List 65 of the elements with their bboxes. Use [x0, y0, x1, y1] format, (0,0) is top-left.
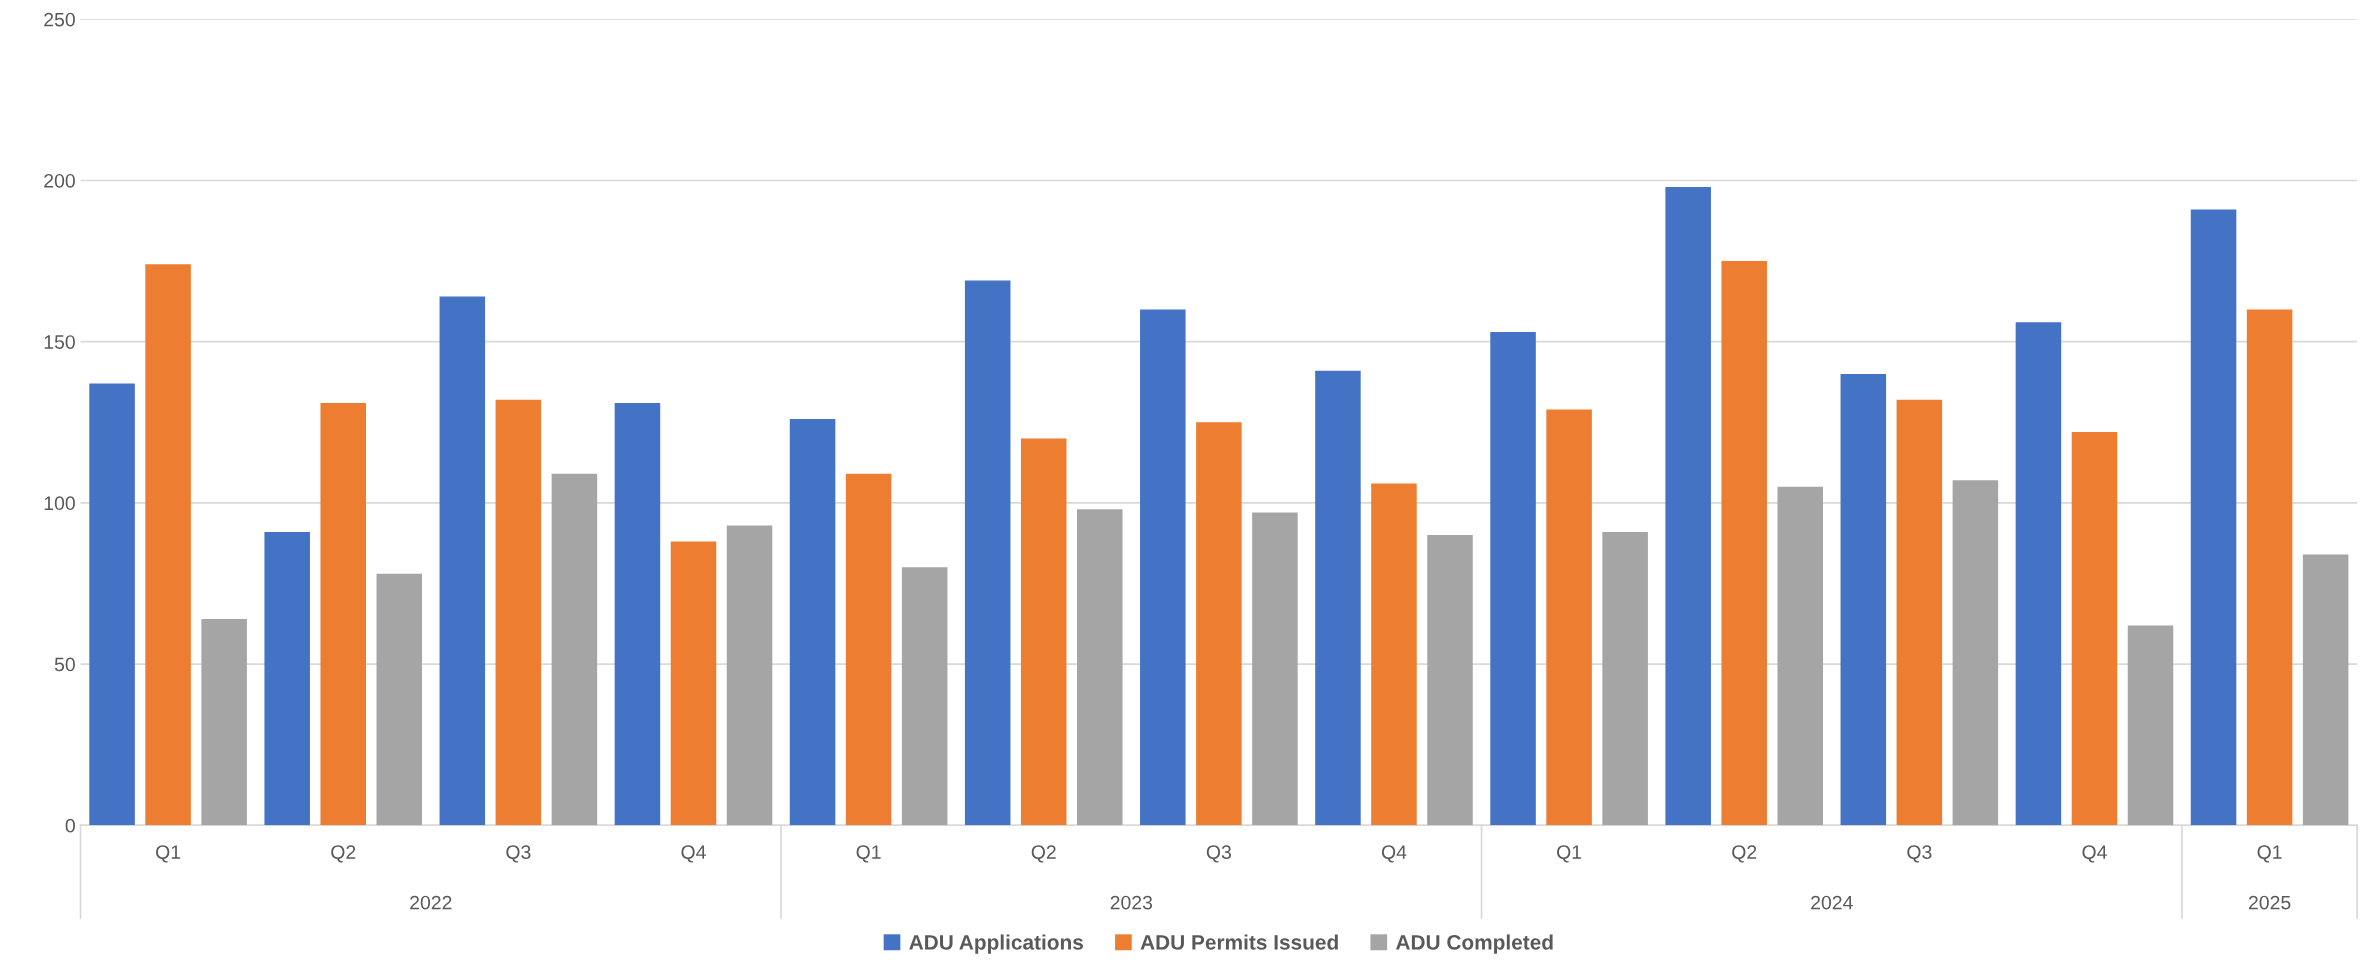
x-tick-label: Q2: [331, 845, 356, 863]
y-tick-label: 100: [44, 496, 75, 511]
bar: [789, 419, 836, 826]
bar: [145, 264, 191, 826]
bar: [320, 402, 366, 826]
x-tick-label: Q1: [156, 845, 181, 863]
bar: [1490, 332, 1536, 826]
legend-label: ADU Permits Issued: [1140, 934, 1338, 950]
x-tick-label: Q3: [1206, 845, 1231, 863]
bar: [1546, 409, 1592, 826]
bar: [201, 618, 247, 826]
bar: [1077, 509, 1123, 826]
bar: [1020, 438, 1067, 826]
bar: [1196, 422, 1242, 826]
bar: [845, 473, 892, 826]
bar: [1140, 309, 1186, 826]
bar: [2246, 309, 2293, 826]
bar: [670, 541, 717, 826]
bar: [2190, 209, 2237, 826]
bar: [901, 567, 948, 826]
bar: [1602, 531, 1648, 826]
x-tick-label: Q4: [1381, 845, 1407, 863]
x-tick-label: Q4: [681, 845, 706, 863]
bar: [2127, 625, 2174, 826]
bar: [376, 573, 423, 826]
bar: [264, 531, 310, 826]
bar: [726, 525, 773, 826]
y-tick-label: 250: [44, 12, 75, 27]
x-tick-label: Q1: [2257, 845, 2282, 863]
text: 2025: [2248, 895, 2291, 910]
text: 2024: [1811, 895, 1853, 910]
x-tick-label: Q1: [1557, 845, 1582, 863]
bar: [1721, 261, 1767, 826]
bar: [89, 383, 135, 826]
bar: [1427, 535, 1473, 826]
y-tick-label: 50: [54, 657, 75, 672]
bar: [1952, 480, 1999, 826]
bar: [1665, 186, 1711, 826]
bar: [1896, 399, 1943, 826]
bar: [2302, 554, 2349, 826]
x-tick-label: Q2: [1031, 845, 1056, 863]
bar: [2015, 322, 2062, 826]
bar: [1777, 486, 1824, 826]
bar: [1315, 370, 1361, 826]
bar: [964, 280, 1011, 826]
text: 2022: [410, 895, 452, 910]
bar: [439, 296, 486, 826]
x-tick-label: Q1: [856, 845, 881, 863]
y-tick-label: 200: [44, 173, 75, 188]
y-tick-label: 150: [44, 335, 75, 349]
x-tick-label: Q3: [506, 845, 531, 863]
text: 2023: [1110, 895, 1153, 910]
legend-label: ADU Completed: [1395, 934, 1553, 954]
bar: [495, 399, 542, 826]
legend-label: ADU Applications: [909, 934, 1083, 954]
bar: [2071, 431, 2118, 826]
bar: [614, 402, 661, 826]
bar: [1252, 512, 1298, 826]
bar: [1840, 373, 1887, 826]
x-tick-label: Q4: [2082, 845, 2107, 863]
x-tick-label: Q3: [1907, 845, 1932, 863]
y-tick-label: 0: [65, 818, 75, 833]
bar: [551, 473, 598, 826]
x-tick-label: Q2: [1732, 845, 1757, 863]
bar: [1371, 483, 1417, 826]
